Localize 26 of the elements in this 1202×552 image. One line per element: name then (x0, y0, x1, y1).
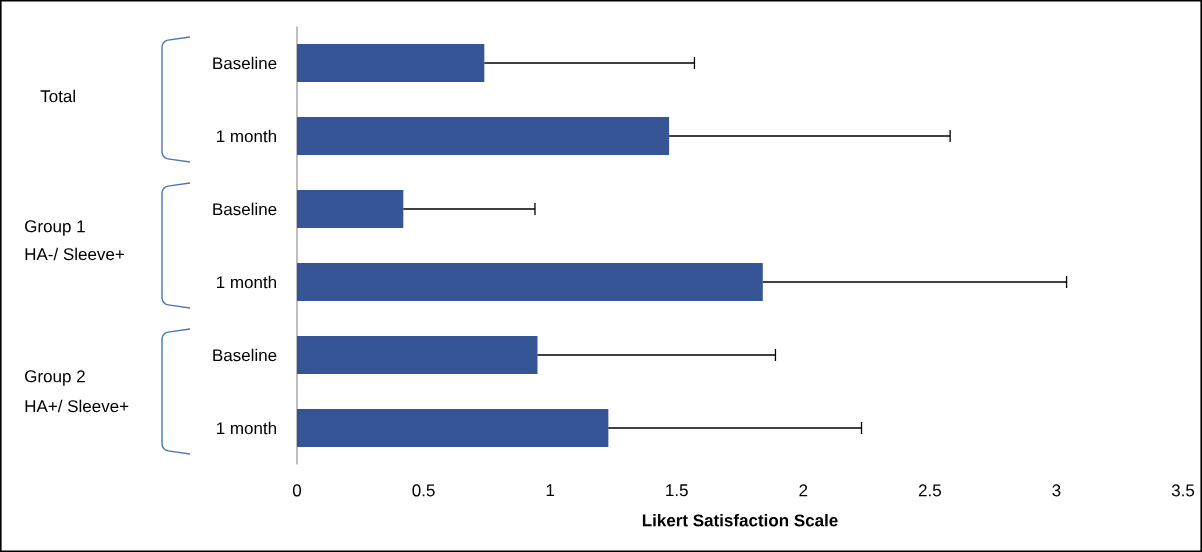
y-tick-label: Baseline (213, 348, 277, 362)
text: HA+/ Sleeve+ (25, 399, 129, 413)
x-tick-label: 2.5 (918, 484, 941, 497)
text: Group 2 (25, 370, 85, 386)
x-axis-title: Likert Satisfaction Scale (642, 513, 838, 527)
y-tick-label: 1 month (217, 129, 277, 143)
text: Group 1 (25, 220, 85, 236)
bar (297, 117, 670, 155)
y-tick-label: 1 month (217, 421, 277, 435)
y-tick-label: 1 month (217, 275, 277, 289)
x-tick-label: 1.5 (666, 484, 688, 497)
bar (297, 263, 763, 302)
y-tick-label: Baseline (213, 56, 277, 70)
y-tick-label: Baseline (213, 202, 277, 216)
x-tick-label: 1 (546, 484, 555, 497)
bar (297, 44, 485, 83)
text: HA-/ Sleeve+ (25, 247, 124, 261)
x-tick-label: 3 (1052, 484, 1061, 497)
x-tick-label: 2 (799, 484, 808, 497)
bar (297, 336, 538, 375)
bar (297, 190, 404, 228)
x-tick-label: 3.5 (1171, 484, 1195, 497)
x-tick-label: 0 (292, 484, 302, 497)
x-tick-label: 0.5 (412, 484, 435, 497)
bar (297, 409, 609, 447)
text: Total (40, 89, 75, 103)
